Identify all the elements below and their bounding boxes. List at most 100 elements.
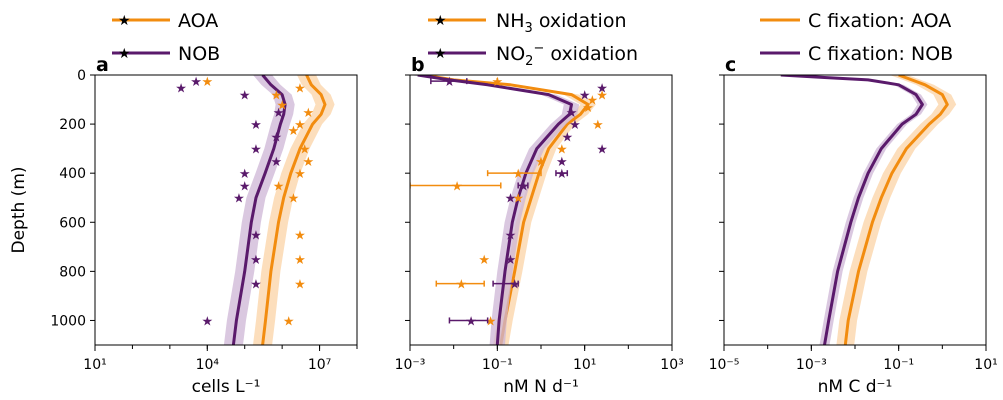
point-a-aoa-15: ★ bbox=[283, 314, 295, 329]
svg-text:★: ★ bbox=[118, 46, 131, 62]
point-a-aoa-11: ★ bbox=[288, 192, 300, 207]
xtick-label-b-1: 10¹ bbox=[573, 357, 596, 373]
point-a-aoa-4: ★ bbox=[302, 106, 314, 121]
point-b-nob-3: ★ bbox=[566, 106, 578, 121]
xtick-label-c--3: 10⁻³ bbox=[796, 357, 827, 373]
line-a-aoa bbox=[261, 75, 327, 345]
point-a-aoa-0: ★ bbox=[201, 75, 213, 90]
band-a-nob bbox=[223, 75, 295, 345]
point-a-nob-7: ★ bbox=[271, 155, 283, 170]
point-b-aoa-1: ★ bbox=[596, 89, 608, 104]
panel-letter-a: a bbox=[96, 54, 109, 76]
point-b-aoa-2: ★ bbox=[587, 94, 599, 109]
point-a-aoa-5: ★ bbox=[294, 118, 306, 133]
axes-frame-a bbox=[94, 74, 358, 346]
point-a-aoa-14: ★ bbox=[294, 278, 306, 293]
y-axis-title: Depth (m) bbox=[9, 166, 29, 253]
point-b-nob-8: ★ bbox=[556, 167, 568, 182]
panel-letter-c: c bbox=[725, 54, 736, 76]
point-a-aoa-13: ★ bbox=[294, 253, 306, 268]
point-a-nob-2: ★ bbox=[239, 89, 251, 104]
point-b-nob-10: ★ bbox=[505, 192, 517, 207]
legend-no2-label: NO2− oxidation bbox=[496, 41, 638, 69]
legend-c: C fixation: AOA C fixation: NOB bbox=[760, 10, 953, 65]
point-b-aoa-12: ★ bbox=[485, 314, 497, 329]
xtick-label-b--3: 10⁻³ bbox=[395, 357, 426, 373]
point-b-nob-0: ★ bbox=[444, 75, 456, 90]
band-b-aoa bbox=[415, 75, 596, 345]
point-b-aoa-10: ★ bbox=[478, 253, 490, 268]
legend-cfix-aoa-label: C fixation: AOA bbox=[808, 10, 951, 32]
legend-a: ★ AOA ★ NOB bbox=[112, 10, 220, 65]
point-a-nob-0: ★ bbox=[190, 75, 202, 90]
svg-text:★: ★ bbox=[434, 46, 447, 62]
point-a-nob-8: ★ bbox=[239, 167, 251, 182]
point-b-nob-6: ★ bbox=[596, 143, 608, 158]
point-b-aoa-3: ★ bbox=[582, 101, 594, 116]
point-b-aoa-11: ★ bbox=[456, 278, 468, 293]
line-c-nob bbox=[780, 75, 924, 345]
plot-area-b: ★★★★★★★★★★★★★★ ★★★★★★★★★★★★★★ bbox=[410, 75, 608, 345]
point-a-aoa-8: ★ bbox=[302, 155, 314, 170]
ytick-label-600: 600 bbox=[59, 215, 86, 231]
point-a-nob-6: ★ bbox=[250, 143, 262, 158]
x-axis-title-b: nM N d⁻¹ bbox=[503, 377, 579, 397]
point-a-aoa-6: ★ bbox=[288, 124, 300, 139]
point-b-nob-13: ★ bbox=[509, 278, 521, 293]
legend-aoa-label: AOA bbox=[178, 10, 218, 32]
point-a-nob-9: ★ bbox=[239, 179, 251, 194]
point-b-aoa-4: ★ bbox=[592, 118, 604, 133]
axes-frame-b bbox=[409, 74, 673, 346]
line-c-aoa bbox=[843, 75, 949, 345]
point-b-nob-1: ★ bbox=[596, 81, 608, 96]
band-c-nob bbox=[775, 75, 928, 345]
point-a-nob-12: ★ bbox=[250, 253, 262, 268]
point-b-nob-5: ★ bbox=[561, 130, 573, 145]
ytick-label-400: 400 bbox=[59, 166, 86, 182]
point-a-aoa-10: ★ bbox=[273, 179, 285, 194]
band-b-nob bbox=[410, 75, 580, 345]
xtick-label-c--5: 10⁻⁵ bbox=[709, 357, 740, 373]
svg-text:★: ★ bbox=[434, 13, 447, 29]
point-b-aoa-9: ★ bbox=[512, 192, 524, 207]
xtick-label-a-7: 10⁷ bbox=[308, 357, 331, 373]
point-a-nob-13: ★ bbox=[250, 278, 262, 293]
point-b-nob-2: ★ bbox=[579, 89, 591, 104]
point-b-nob-4: ★ bbox=[569, 118, 581, 133]
svg-text:★: ★ bbox=[118, 13, 131, 29]
point-b-aoa-0: ★ bbox=[492, 75, 504, 90]
legend-a-aoa-key: ★ bbox=[112, 13, 170, 29]
point-b-aoa-7: ★ bbox=[512, 167, 524, 182]
xtick-label-b-3: 10³ bbox=[660, 357, 683, 373]
line-a-nob bbox=[231, 75, 287, 345]
point-b-aoa-5: ★ bbox=[556, 143, 568, 158]
point-b-nob-7: ★ bbox=[556, 155, 568, 170]
point-a-aoa-2: ★ bbox=[271, 89, 283, 104]
x-axis-title-c: nM C d⁻¹ bbox=[818, 377, 893, 397]
point-a-nob-10: ★ bbox=[233, 192, 245, 207]
point-b-nob-14: ★ bbox=[465, 314, 477, 329]
point-b-nob-9: ★ bbox=[518, 179, 530, 194]
panel-a: ★ ★★★ ★★★★★★★★★★★★★★ ★★★★★★★★★★★★★020040060… bbox=[50, 54, 358, 373]
ytick-label-1000: 1000 bbox=[50, 313, 86, 329]
line-b-nob bbox=[417, 75, 573, 345]
xtick-label-a-4: 10⁴ bbox=[196, 357, 220, 373]
point-b-nob-11: ★ bbox=[505, 229, 517, 244]
line-b-aoa bbox=[422, 75, 590, 345]
legend-nob-label: NOB bbox=[178, 43, 220, 65]
point-a-nob-1: ★ bbox=[175, 81, 187, 96]
plot-area-c bbox=[775, 75, 957, 345]
point-a-aoa-1: ★ bbox=[294, 81, 306, 96]
legend-b-no2-key: ★ bbox=[428, 46, 486, 62]
legend-b: ★ NH3 oxidation ★ NO2− oxidation bbox=[428, 10, 638, 69]
point-b-nob-12: ★ bbox=[505, 253, 517, 268]
point-a-aoa-12: ★ bbox=[294, 229, 306, 244]
plot-area-a: ★ ★★★ ★★★★★★★★★★★★★★ ★★★★★★★★★★★★★ bbox=[175, 75, 335, 345]
point-a-aoa-3: ★ bbox=[276, 98, 288, 113]
legend-cfix-nob-label: C fixation: NOB bbox=[808, 43, 953, 65]
panel-b: ★★★★★★★★★★★★★★ ★★★★★★★★★★★★★★10⁻³ 10⁻¹ 10¹ 1… bbox=[395, 54, 684, 373]
point-a-aoa-7: ★ bbox=[299, 143, 311, 158]
point-b-aoa-8: ★ bbox=[451, 179, 463, 194]
panel-letter-b: b bbox=[411, 54, 425, 76]
